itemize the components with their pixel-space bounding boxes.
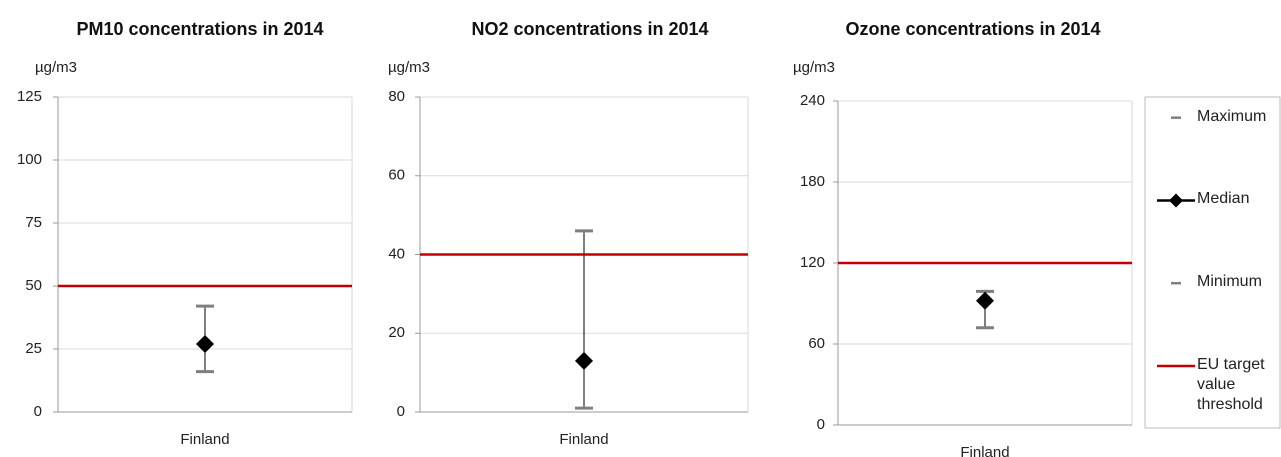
- y-tick-label: 75: [25, 214, 42, 231]
- y-tick-label: 60: [388, 167, 405, 184]
- median-marker: [575, 351, 593, 370]
- legend-entry: Maximum: [1197, 107, 1267, 125]
- chart-title: NO2 concentrations in 2014: [471, 19, 708, 39]
- y-axis-label: µg/m3: [793, 59, 835, 76]
- y-tick-label: 0: [397, 403, 405, 420]
- legend-label: Maximum: [1197, 107, 1267, 125]
- y-tick-label: 80: [388, 88, 405, 105]
- y-tick-label: 180: [800, 173, 825, 190]
- y-tick-label: 60: [808, 335, 825, 352]
- y-tick-label: 20: [388, 324, 405, 341]
- y-tick-label: 100: [17, 151, 42, 168]
- median-marker: [196, 334, 214, 353]
- x-tick-label: Finland: [180, 431, 229, 448]
- y-tick-label: 0: [34, 403, 42, 420]
- y-axis-label: µg/m3: [388, 59, 430, 76]
- legend-entry: EU target value threshold: [1197, 355, 1265, 413]
- legend-label: EU target value threshold: [1197, 355, 1265, 413]
- x-tick-label: Finland: [960, 444, 1009, 457]
- y-tick-label: 40: [388, 245, 405, 262]
- y-tick-label: 50: [25, 277, 42, 294]
- y-tick-label: 125: [17, 88, 42, 105]
- legend-entry: Minimum: [1197, 273, 1262, 291]
- legend-label: Minimum: [1197, 273, 1262, 291]
- legend-box: [1144, 96, 1281, 429]
- y-tick-label: 25: [25, 340, 42, 357]
- x-tick-label: Finland: [559, 431, 608, 448]
- y-tick-label: 120: [800, 254, 825, 271]
- y-axis-label: µg/m3: [35, 59, 77, 76]
- legend-entry: Median: [1197, 190, 1250, 208]
- chart-title: Ozone concentrations in 2014: [845, 19, 1100, 39]
- chart-title: PM10 concentrations in 2014: [76, 19, 323, 39]
- median-marker: [976, 291, 994, 310]
- legend-symbol: [1169, 193, 1183, 208]
- y-tick-label: 240: [800, 92, 825, 109]
- legend-label: Median: [1197, 190, 1250, 208]
- y-tick-label: 0: [817, 416, 825, 433]
